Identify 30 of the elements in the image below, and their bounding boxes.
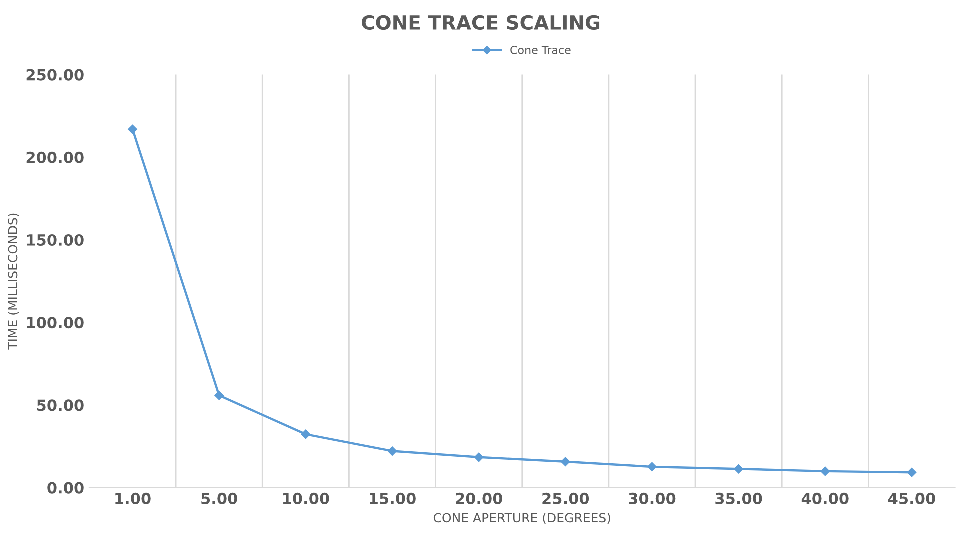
x-tick-label: 45.00 xyxy=(888,492,936,504)
x-tick-label: 40.00 xyxy=(802,492,849,504)
y-tick-label: 50.00 xyxy=(37,400,84,412)
point xyxy=(907,468,917,478)
y-axis-title: TIME (MILLISECONDS) xyxy=(8,214,20,350)
x-tick-label: 15.00 xyxy=(370,492,416,504)
x-tick-label: 5.00 xyxy=(202,492,238,504)
x-tick-label: 1.00 xyxy=(116,492,151,504)
point xyxy=(214,390,224,400)
point xyxy=(734,464,744,474)
x-axis-title: CONE APERTURE (DEGREES) xyxy=(434,513,610,524)
point xyxy=(128,124,138,134)
x-tick-label: 20.00 xyxy=(456,492,503,504)
point xyxy=(561,457,570,466)
point xyxy=(388,446,398,456)
point xyxy=(474,452,484,462)
y-tick-label: 200.00 xyxy=(26,152,84,164)
x-tick-label: 30.00 xyxy=(629,492,676,504)
y-tick-label: 250.00 xyxy=(26,69,84,81)
x-tick-label: 25.00 xyxy=(542,492,590,504)
point xyxy=(648,462,657,472)
point xyxy=(820,466,830,476)
y-tick-label: 0.00 xyxy=(48,482,84,494)
chart-title: CONE TRACE SCALING xyxy=(362,15,600,30)
x-tick-label: 10.00 xyxy=(283,492,330,504)
legend-label: Cone Trace xyxy=(510,46,571,54)
point xyxy=(301,430,311,440)
y-tick-label: 150.00 xyxy=(27,234,84,246)
y-tick-label: 100.00 xyxy=(27,317,84,329)
x-tick-label: 35.00 xyxy=(716,492,762,504)
